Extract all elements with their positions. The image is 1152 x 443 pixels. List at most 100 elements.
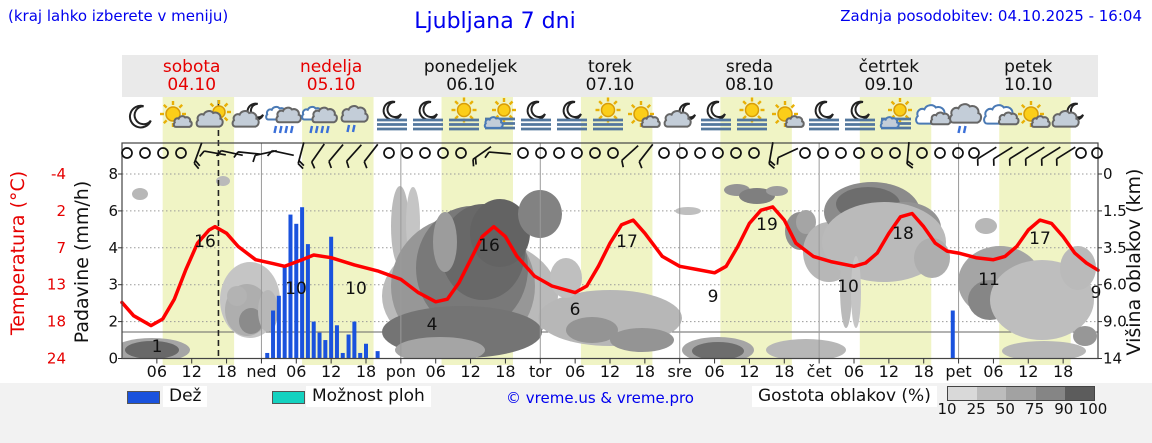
page-title: Ljubljana 7 dni (414, 9, 576, 34)
wind-barb-icon (1008, 146, 1029, 166)
svg-text:ned: ned (246, 362, 276, 381)
wind-barb-icon (620, 145, 639, 168)
wind-barb-icon (252, 149, 277, 163)
wind-barb-icon (198, 150, 226, 157)
axis-title: Padavine (mm/h) (71, 181, 93, 344)
wind-barb-icon (976, 146, 997, 166)
weather-icon-rain (301, 105, 338, 134)
svg-text:3.5: 3.5 (1103, 239, 1127, 257)
wind-barb-icon (1024, 146, 1045, 166)
calm-wind-icon (658, 147, 670, 159)
wind-barb-icon (484, 151, 512, 159)
svg-text:06: 06 (147, 362, 167, 381)
calm-wind-icon (121, 147, 133, 159)
svg-text:12: 12 (1018, 362, 1038, 381)
calm-wind-icon (853, 147, 865, 159)
cloud-scale-label: 90 (1054, 400, 1074, 418)
menu-hint: (kraj lahko izberete v meniju) (8, 7, 229, 25)
cloud-scale-segment (1006, 387, 1036, 400)
cloud-density-scale-bar (947, 386, 1095, 401)
wind-barbs-row (121, 141, 1103, 170)
svg-text:čet: čet (807, 362, 832, 381)
svg-text:18: 18 (914, 362, 934, 381)
svg-text:4: 4 (427, 315, 438, 335)
weather-icon-sun-cloud (772, 101, 805, 128)
weather-icon-cloud-drizzle (949, 103, 983, 134)
weather-icon-moon-fog (845, 100, 875, 131)
calm-wind-icon (835, 147, 847, 159)
wind-barb-icon (472, 145, 492, 167)
calm-wind-icon (139, 147, 151, 159)
cloud-scale-segment (977, 387, 1007, 400)
calm-wind-icon (535, 147, 547, 159)
calm-wind-icon (1091, 147, 1103, 159)
svg-text:18: 18 (216, 362, 236, 381)
svg-text:10: 10 (345, 279, 367, 299)
calm-wind-icon (889, 147, 901, 159)
wind-barb-icon (297, 142, 305, 170)
svg-text:3: 3 (108, 276, 118, 294)
cloud-scale-segment (948, 387, 978, 400)
cloud-density-legend-title: Gostota oblakov (%) (752, 386, 937, 407)
wind-barb-icon (992, 146, 1013, 166)
weather-icon-moon-fog (809, 100, 839, 131)
weather-icon-cloud (983, 104, 1020, 126)
svg-text:18: 18 (356, 362, 376, 381)
axis-title: Višina oblakov (km) (1123, 169, 1145, 356)
weather-icon-moon-cloud (1051, 102, 1085, 128)
copyright-link[interactable]: © vreme.us & vreme.pro (506, 389, 694, 407)
svg-text:2: 2 (56, 202, 66, 220)
svg-text:pon: pon (386, 362, 416, 381)
cloud-density-scale-labels: 10 25 50 75 90 100 (932, 400, 1108, 418)
cloud-scale-label: 100 (1078, 400, 1108, 418)
svg-text:18: 18 (1053, 362, 1073, 381)
day-date: 09.10 (864, 75, 914, 95)
wind-barb-icon (363, 143, 379, 169)
svg-text:06: 06 (983, 362, 1003, 381)
svg-text:24: 24 (47, 350, 66, 368)
calm-wind-icon (157, 147, 169, 159)
day-date: 04.10 (167, 75, 217, 95)
calm-wind-icon (676, 147, 688, 159)
day-header-ponedeljek: ponedeljek 06.10 (406, 58, 536, 94)
svg-text:1.5: 1.5 (1103, 202, 1127, 220)
wind-barb-icon (776, 147, 799, 165)
wind-barb-icon (310, 143, 326, 169)
wind-barb-icon (328, 144, 344, 169)
svg-text:06: 06 (704, 362, 724, 381)
day-name: nedelja (299, 57, 363, 77)
weather-icon-cloud-sun (195, 100, 231, 128)
cloud-scale-label: 25 (966, 400, 986, 418)
calm-wind-icon (952, 147, 964, 159)
svg-text:18: 18 (892, 224, 914, 244)
day-name: sobota (162, 57, 221, 77)
weather-icon-sun-fog (449, 97, 479, 131)
cloud-scale-segment (1064, 387, 1095, 400)
calm-wind-icon (916, 147, 928, 159)
wind-barb-icon (233, 151, 261, 158)
last-update-text: Zadnja posodobitev: 04.10.2025 - 16:04 (840, 7, 1142, 25)
day-name: četrtek (858, 57, 920, 77)
calm-wind-icon (871, 147, 883, 159)
legend-row: Dež Možnost ploh © vreme.us & vreme.pro … (0, 383, 1152, 443)
wind-barb-icon (193, 142, 203, 170)
calm-wind-icon (730, 147, 742, 159)
weather-icon-sun-cloud-fog (879, 98, 912, 130)
temperature-curve (120, 205, 1100, 328)
day-name: sreda (725, 57, 773, 77)
calm-wind-icon (817, 147, 829, 159)
svg-text:tor: tor (529, 362, 552, 381)
svg-text:-4: -4 (51, 165, 66, 183)
svg-text:12: 12 (460, 362, 480, 381)
wind-barb-icon (906, 141, 914, 169)
day-header-petek: petek 10.10 (963, 58, 1093, 94)
temperature-value-labels: 1 16 10 10 4 16 6 17 9 19 10 18 11 17 9 (152, 215, 1102, 357)
svg-text:14: 14 (1103, 350, 1122, 368)
day-header-četrtek: četrtek 09.10 (824, 58, 954, 94)
day-header-torek: torek 07.10 (545, 58, 675, 94)
cloud-scale-segment (1035, 387, 1065, 400)
svg-text:12: 12 (739, 362, 759, 381)
weather-icon-sun-fog (737, 97, 767, 131)
